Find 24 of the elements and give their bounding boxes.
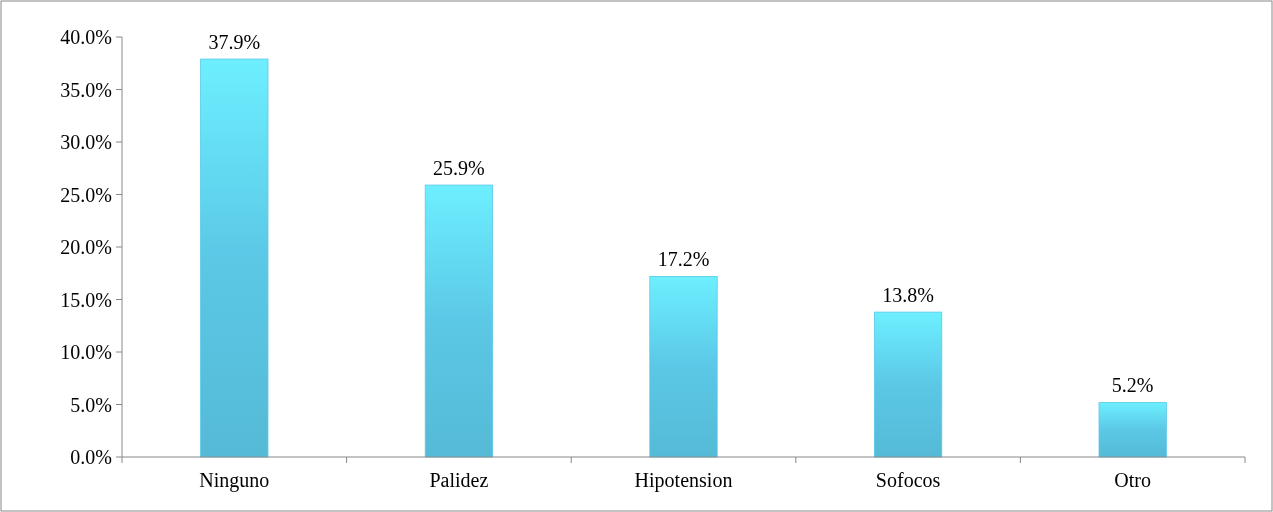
x-tick-label: Ninguno: [199, 469, 270, 492]
y-tick-label: 20.0%: [60, 236, 112, 258]
bar: [649, 276, 718, 458]
y-tick-label: 40.0%: [60, 26, 112, 48]
x-tick-label: Otro: [1114, 469, 1152, 491]
y-tick-label: 25.0%: [60, 183, 112, 206]
y-tick-label: 10.0%: [60, 341, 112, 363]
y-tick-label: 35.0%: [60, 78, 112, 101]
bar: [424, 184, 493, 458]
data-label: 25.9%: [433, 157, 485, 180]
data-label: 5.2%: [1111, 374, 1154, 397]
y-tick-label: 0.0%: [70, 446, 112, 468]
y-tick-label: 5.0%: [70, 393, 112, 416]
y-tick-label: 30.0%: [60, 131, 112, 153]
data-label: 17.2%: [657, 248, 710, 271]
x-tick-label: Hipotension: [634, 469, 733, 492]
x-tick-label: Palidez: [429, 469, 489, 491]
bar: [1098, 402, 1167, 458]
y-tick-label: 15.0%: [60, 288, 112, 311]
bar: [200, 58, 269, 458]
bar: [874, 311, 943, 458]
x-tick-label: Sofocos: [875, 469, 941, 491]
data-label: 37.9%: [208, 31, 261, 54]
data-label: 13.8%: [882, 284, 934, 307]
